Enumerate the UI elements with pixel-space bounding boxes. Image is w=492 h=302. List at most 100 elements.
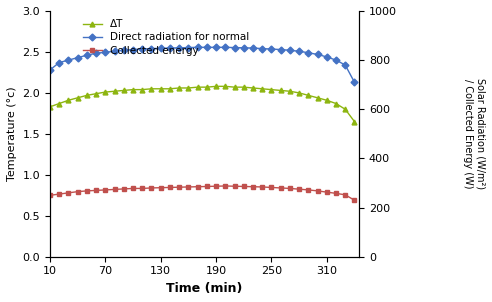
Legend: ΔT, Direct radiation for normal, Collected energy: ΔT, Direct radiation for normal, Collect… bbox=[80, 16, 252, 59]
ΔT bbox=[222, 85, 228, 88]
Direct radiation for normal bbox=[84, 53, 90, 57]
Direct radiation for normal bbox=[139, 47, 145, 51]
ΔT bbox=[158, 87, 164, 91]
Direct radiation for normal bbox=[56, 61, 62, 64]
Direct radiation for normal bbox=[158, 47, 164, 50]
Collected energy bbox=[112, 188, 118, 191]
ΔT bbox=[195, 85, 201, 89]
Direct radiation for normal bbox=[232, 46, 238, 50]
Collected energy bbox=[277, 186, 283, 190]
ΔT bbox=[185, 86, 191, 90]
Direct radiation for normal bbox=[93, 51, 99, 55]
Direct radiation for normal bbox=[130, 48, 136, 51]
ΔT bbox=[204, 85, 210, 89]
ΔT bbox=[149, 87, 154, 91]
ΔT bbox=[176, 86, 182, 90]
Collected energy bbox=[204, 185, 210, 188]
ΔT bbox=[296, 91, 302, 95]
Direct radiation for normal bbox=[296, 50, 302, 53]
Direct radiation for normal bbox=[333, 58, 339, 62]
ΔT bbox=[93, 92, 99, 95]
ΔT bbox=[102, 90, 108, 94]
ΔT bbox=[277, 88, 283, 92]
Collected energy bbox=[250, 185, 256, 188]
Collected energy bbox=[158, 186, 164, 190]
Direct radiation for normal bbox=[112, 50, 118, 53]
ΔT bbox=[259, 87, 265, 91]
Collected energy bbox=[324, 190, 330, 194]
Collected energy bbox=[102, 188, 108, 192]
ΔT bbox=[324, 98, 330, 102]
Direct radiation for normal bbox=[47, 68, 53, 72]
Direct radiation for normal bbox=[314, 53, 320, 56]
Collected energy bbox=[232, 185, 238, 188]
Collected energy bbox=[139, 187, 145, 190]
Collected energy bbox=[185, 185, 191, 189]
Collected energy bbox=[259, 185, 265, 189]
ΔT bbox=[287, 89, 293, 93]
Direct radiation for normal bbox=[222, 46, 228, 49]
Direct radiation for normal bbox=[287, 48, 293, 52]
Direct radiation for normal bbox=[75, 56, 81, 59]
Collected energy bbox=[56, 192, 62, 196]
Collected energy bbox=[121, 187, 127, 191]
Collected energy bbox=[75, 190, 81, 194]
Collected energy bbox=[296, 187, 302, 191]
ΔT bbox=[65, 98, 71, 102]
ΔT bbox=[232, 85, 238, 89]
Collected energy bbox=[351, 198, 357, 202]
ΔT bbox=[250, 86, 256, 90]
Y-axis label: Temperature (°c): Temperature (°c) bbox=[7, 87, 17, 181]
Direct radiation for normal bbox=[185, 46, 191, 50]
Collected energy bbox=[287, 187, 293, 190]
Direct radiation for normal bbox=[65, 58, 71, 62]
Collected energy bbox=[333, 191, 339, 195]
Direct radiation for normal bbox=[121, 48, 127, 52]
Direct radiation for normal bbox=[351, 80, 357, 84]
ΔT bbox=[351, 120, 357, 124]
Collected energy bbox=[213, 185, 219, 188]
Collected energy bbox=[306, 188, 311, 192]
Collected energy bbox=[84, 189, 90, 193]
ΔT bbox=[269, 88, 275, 92]
Collected energy bbox=[342, 193, 348, 197]
Collected energy bbox=[176, 185, 182, 189]
ΔT bbox=[342, 108, 348, 111]
Direct radiation for normal bbox=[102, 50, 108, 54]
Direct radiation for normal bbox=[213, 46, 219, 49]
Collected energy bbox=[314, 189, 320, 193]
Collected energy bbox=[93, 188, 99, 192]
Collected energy bbox=[130, 187, 136, 190]
Collected energy bbox=[167, 186, 173, 189]
Direct radiation for normal bbox=[241, 46, 246, 50]
ΔT bbox=[333, 102, 339, 105]
Direct radiation for normal bbox=[269, 47, 275, 51]
Direct radiation for normal bbox=[277, 48, 283, 51]
X-axis label: Time (min): Time (min) bbox=[166, 282, 243, 295]
ΔT bbox=[47, 105, 53, 109]
Collected energy bbox=[195, 185, 201, 188]
ΔT bbox=[139, 88, 145, 92]
ΔT bbox=[167, 87, 173, 91]
Direct radiation for normal bbox=[306, 51, 311, 55]
Direct radiation for normal bbox=[259, 47, 265, 50]
ΔT bbox=[56, 102, 62, 105]
Collected energy bbox=[269, 186, 275, 189]
ΔT bbox=[306, 94, 311, 97]
Direct radiation for normal bbox=[167, 46, 173, 50]
Line: Direct radiation for normal: Direct radiation for normal bbox=[48, 45, 357, 85]
Direct radiation for normal bbox=[176, 46, 182, 50]
Collected energy bbox=[222, 184, 228, 188]
Direct radiation for normal bbox=[342, 63, 348, 67]
ΔT bbox=[84, 94, 90, 97]
ΔT bbox=[121, 88, 127, 92]
Collected energy bbox=[47, 194, 53, 197]
ΔT bbox=[314, 96, 320, 100]
Line: ΔT: ΔT bbox=[48, 84, 357, 124]
Y-axis label: Solar Radiation (W/m²)
/ Collected Energy (W): Solar Radiation (W/m²) / Collected Energ… bbox=[463, 78, 485, 189]
ΔT bbox=[213, 85, 219, 88]
ΔT bbox=[112, 89, 118, 93]
Line: Collected energy: Collected energy bbox=[48, 184, 357, 203]
Direct radiation for normal bbox=[195, 46, 201, 49]
Direct radiation for normal bbox=[324, 55, 330, 59]
